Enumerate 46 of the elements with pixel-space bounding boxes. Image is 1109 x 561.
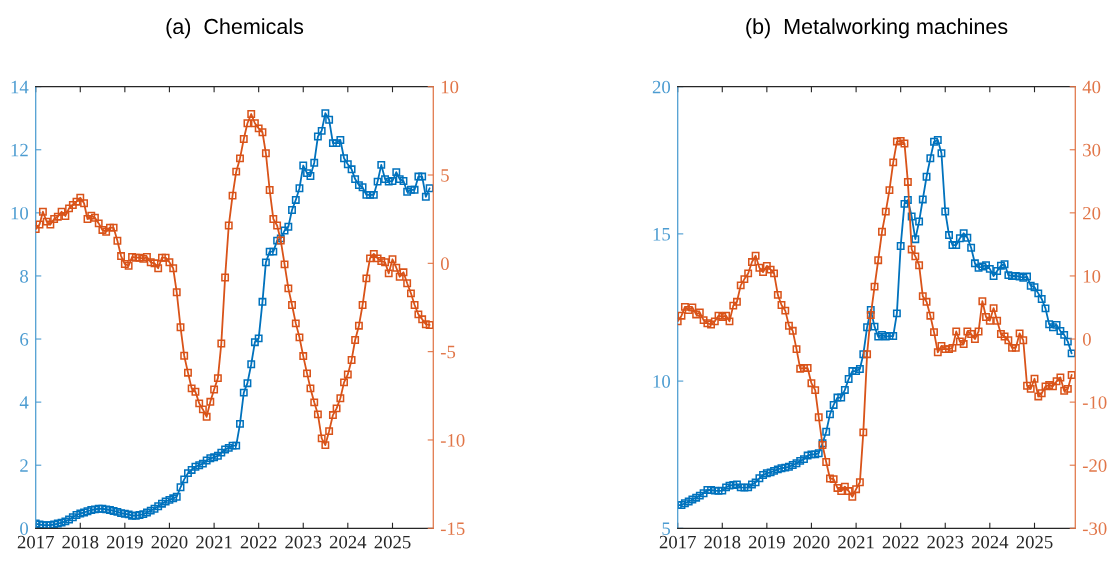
x-tick-label: 2025 xyxy=(1016,535,1053,549)
y2-tick-label: -30 xyxy=(1082,522,1107,535)
y-tick-label: 10 xyxy=(11,206,29,220)
x-tick-label: 2022 xyxy=(240,535,277,549)
x-tick-label: 2023 xyxy=(927,535,964,549)
y2-tick-label: 0 xyxy=(1082,333,1091,346)
y-tick-label: 12 xyxy=(11,143,28,157)
x-tick-label: 2019 xyxy=(748,535,785,549)
y-tick-label: 10 xyxy=(653,375,671,388)
y2-tick-label: -10 xyxy=(440,434,465,447)
x-tick-label: 2020 xyxy=(793,535,830,549)
y2-tick-label: -10 xyxy=(1082,396,1107,409)
x-tick-label: 2017 xyxy=(659,535,696,549)
x-tick-label: 2021 xyxy=(196,535,232,549)
y-tick-label: 4 xyxy=(19,396,29,409)
chart-title: (a) Chemicals xyxy=(166,18,304,39)
x-tick-label: 2019 xyxy=(106,535,143,549)
x-tick-label: 2017 xyxy=(17,535,54,549)
x-tick-label: 2023 xyxy=(285,535,322,549)
y2-tick-label: -5 xyxy=(440,345,456,359)
y2-tick-label: 5 xyxy=(441,169,449,182)
y-tick-label: 20 xyxy=(652,80,671,94)
y-tick-label: 14 xyxy=(11,80,29,94)
y2-tick-label: 0 xyxy=(440,257,449,271)
x-tick-label: 2018 xyxy=(62,535,99,549)
x-tick-label: 2018 xyxy=(704,535,741,549)
y-tick-label: 8 xyxy=(20,269,29,283)
y2-tick-label: -15 xyxy=(440,522,465,535)
x-tick-label: 2020 xyxy=(151,535,188,549)
x-tick-label: 2024 xyxy=(971,535,1009,549)
x-tick-label: 2025 xyxy=(374,535,411,549)
y2-tick-label: -20 xyxy=(1082,459,1107,472)
y-tick-label: 6 xyxy=(20,333,29,346)
y-tick-label: 2 xyxy=(20,459,28,472)
chart-title: (b) Metalworking machines xyxy=(746,18,1008,39)
y-tick-label: 0 xyxy=(20,522,29,535)
y2-tick-label: 20 xyxy=(1083,206,1101,220)
x-tick-label: 2021 xyxy=(838,535,874,549)
y-tick-label: 5 xyxy=(662,522,671,535)
y-tick-label: 15 xyxy=(653,228,671,241)
x-tick-label: 2022 xyxy=(882,535,919,549)
y2-tick-label: 10 xyxy=(441,80,459,94)
y2-tick-label: 40 xyxy=(1082,80,1101,94)
x-tick-label: 2024 xyxy=(329,535,367,549)
y2-tick-label: 10 xyxy=(1083,269,1101,283)
y2-tick-label: 30 xyxy=(1083,143,1101,157)
